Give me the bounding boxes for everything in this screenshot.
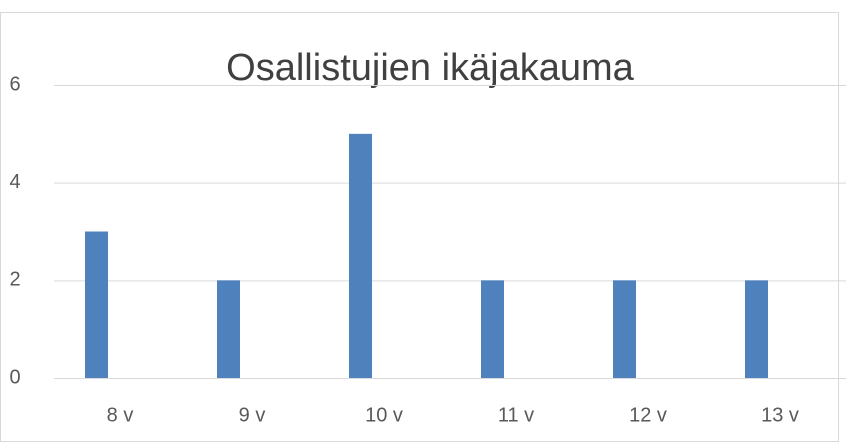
y-tick-label: 2	[9, 269, 20, 291]
y-tick-label: 0	[9, 366, 20, 388]
x-tick-label: 13 v	[761, 404, 799, 426]
bar	[349, 133, 372, 378]
bar	[85, 231, 108, 378]
y-tick-label: 4	[9, 171, 20, 193]
x-tick-label: 10 v	[365, 404, 403, 426]
bar	[613, 280, 636, 378]
bar	[745, 280, 768, 378]
x-tick-label: 12 v	[629, 404, 667, 426]
x-tick-label: 8 v	[107, 404, 134, 426]
bar	[217, 280, 240, 378]
x-tick-label: 9 v	[239, 404, 266, 426]
bar	[481, 280, 504, 378]
x-tick-label: 11 v	[498, 404, 534, 426]
y-tick-label: 6	[9, 73, 20, 95]
chart-frame	[0, 12, 839, 442]
chart-title: Osallistujien ikäjakauma	[226, 47, 634, 89]
